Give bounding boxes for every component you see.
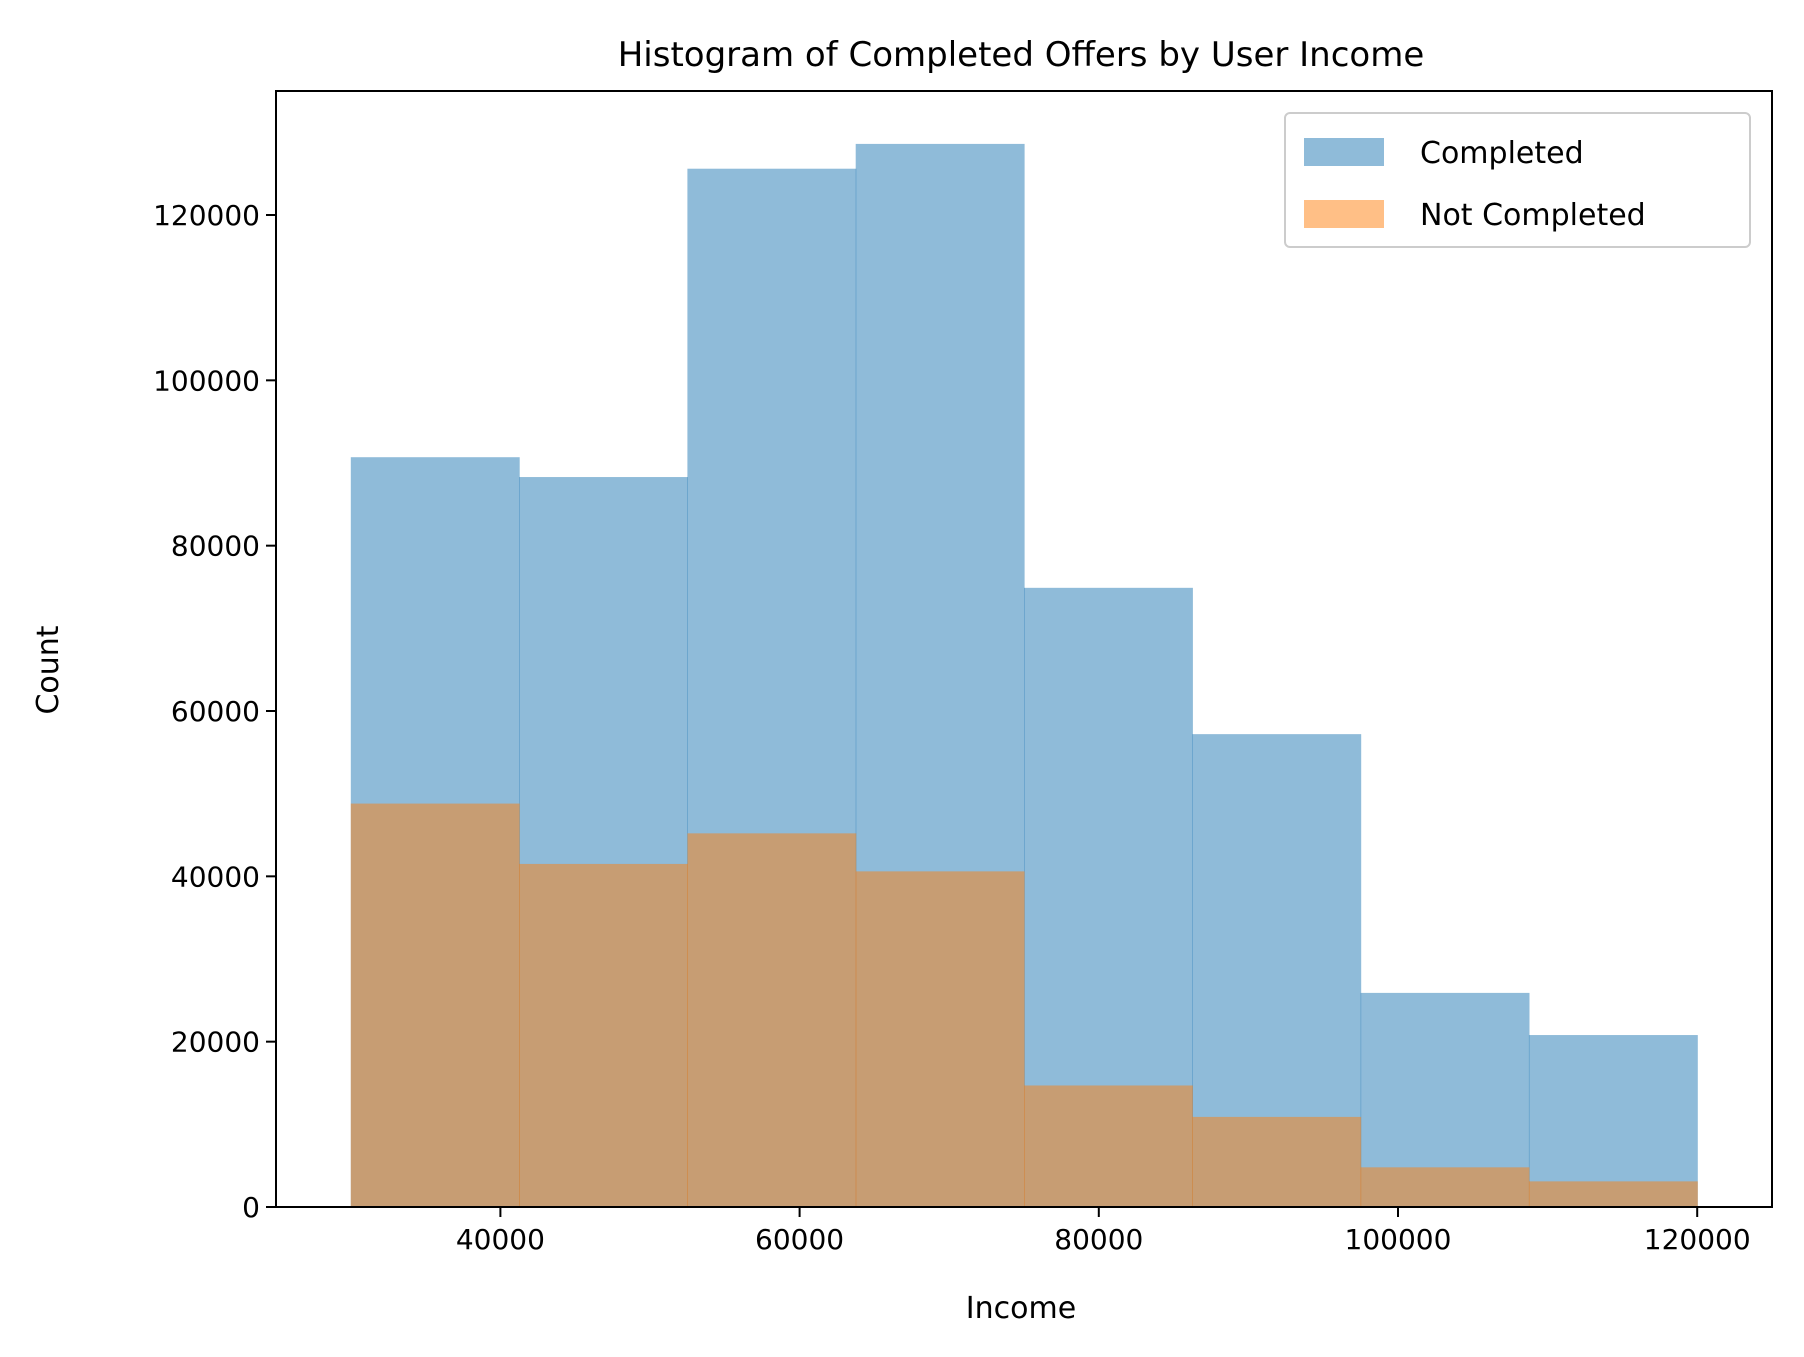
bar-not-completed-1 [350,803,520,1207]
y-tick-label: 60000 [171,695,260,728]
y-tick-label: 0 [242,1191,260,1224]
bar-not-completed-3 [687,833,857,1207]
x-tick-label: 60000 [755,1223,844,1256]
chart-title: Histogram of Completed Offers by User In… [618,35,1425,75]
x-tick-label: 100000 [1345,1223,1452,1256]
bar-not-completed-8 [1528,1181,1698,1207]
legend-swatch-completed [1304,138,1384,166]
legend-swatch-not-completed [1304,200,1384,228]
y-axis-label: Count [31,625,66,714]
y-tick-label: 80000 [171,530,260,563]
legend-label-not-completed: Not Completed [1420,198,1646,233]
y-tick-label: 100000 [153,364,260,397]
x-tick-label: 40000 [456,1223,545,1256]
bar-not-completed-4 [855,871,1025,1207]
bar-not-completed-6 [1192,1116,1362,1207]
legend: Completed Not Completed [1284,112,1751,248]
bar-completed-8 [1528,1035,1698,1207]
bars-layer [350,143,1698,1208]
legend-box [1284,112,1751,248]
bar-not-completed-5 [1024,1085,1193,1207]
bar-not-completed-2 [519,863,688,1207]
axes-layer: 40000 60000 80000 100000 120000 0 20000 40000 60… [153,90,1773,1256]
y-tick-label: 20000 [171,1026,260,1059]
bar-not-completed-7 [1360,1167,1530,1207]
y-tick-label: 120000 [153,199,260,232]
legend-label-completed: Completed [1420,136,1584,171]
x-axis-label: Income [966,1291,1076,1326]
y-tick-label: 40000 [171,860,260,893]
plot-frame [275,90,1773,1208]
x-tick-label: 120000 [1644,1223,1751,1256]
x-tick-label: 80000 [1054,1223,1143,1256]
